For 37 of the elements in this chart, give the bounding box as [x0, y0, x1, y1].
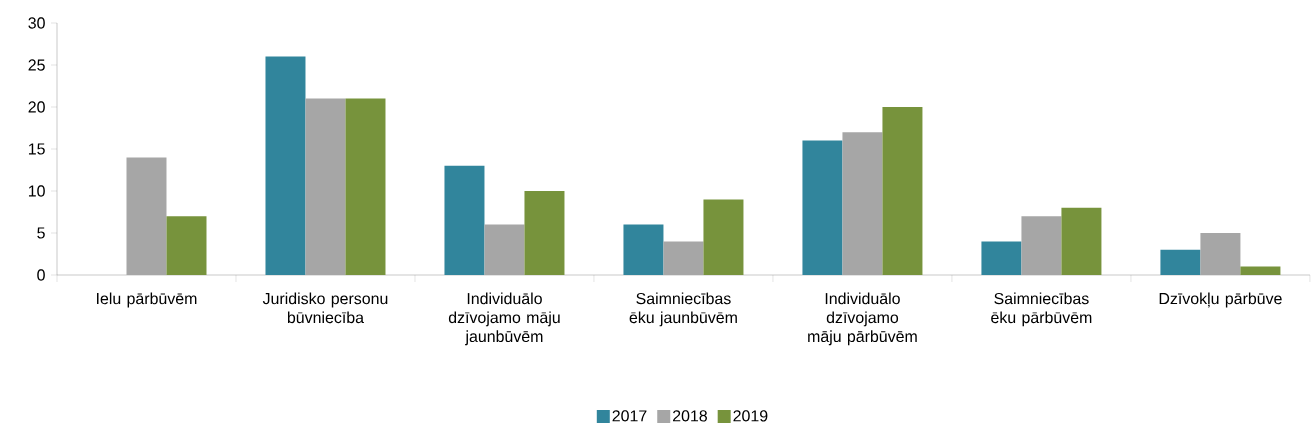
y-tick-label: 0 — [37, 269, 45, 281]
y-tick-label: 30 — [28, 17, 45, 29]
x-tick-label: Dzīvokļu pārbūve — [1159, 292, 1282, 308]
x-tick-label: Individuālo dzīvojamo māju pārbūvēm — [808, 292, 917, 346]
x-tick-label: Ielu pārbūvēm — [97, 292, 197, 308]
bar — [1061, 207, 1102, 275]
bar — [663, 241, 704, 275]
bar — [444, 165, 485, 275]
x-tick-label: Saimniecības ēku jaunbūvēm — [629, 292, 737, 327]
bar — [1200, 233, 1241, 275]
bar — [345, 98, 386, 275]
y-tick-label: 5 — [37, 227, 45, 239]
bar — [623, 224, 664, 275]
y-tick-label: 20 — [28, 101, 45, 113]
legend-label: 2019 — [733, 410, 768, 422]
legend-label: 2018 — [673, 410, 707, 422]
bar — [981, 241, 1022, 275]
bar — [703, 199, 744, 275]
bar — [1160, 249, 1201, 275]
bar — [484, 224, 525, 275]
bar — [305, 98, 346, 275]
x-tick-label: Saimniecības ēku pārbūvēm — [991, 292, 1092, 327]
y-tick-label: 10 — [28, 185, 45, 197]
bar — [265, 56, 306, 275]
x-tick-label: Juridisko personu būvniecība — [262, 292, 388, 324]
bar — [524, 191, 565, 275]
y-tick-label: 15 — [28, 143, 45, 155]
bar — [882, 107, 923, 275]
bar — [1240, 266, 1281, 275]
bar — [1021, 216, 1062, 275]
bar — [802, 140, 843, 275]
legend-label: 2017 — [612, 410, 647, 422]
y-tick-label: 25 — [28, 59, 45, 71]
x-tick-label: Individuālo dzīvojamo māju jaunbūvēm — [448, 292, 560, 346]
bar — [842, 132, 883, 275]
bar — [166, 216, 207, 275]
bar — [126, 157, 167, 275]
